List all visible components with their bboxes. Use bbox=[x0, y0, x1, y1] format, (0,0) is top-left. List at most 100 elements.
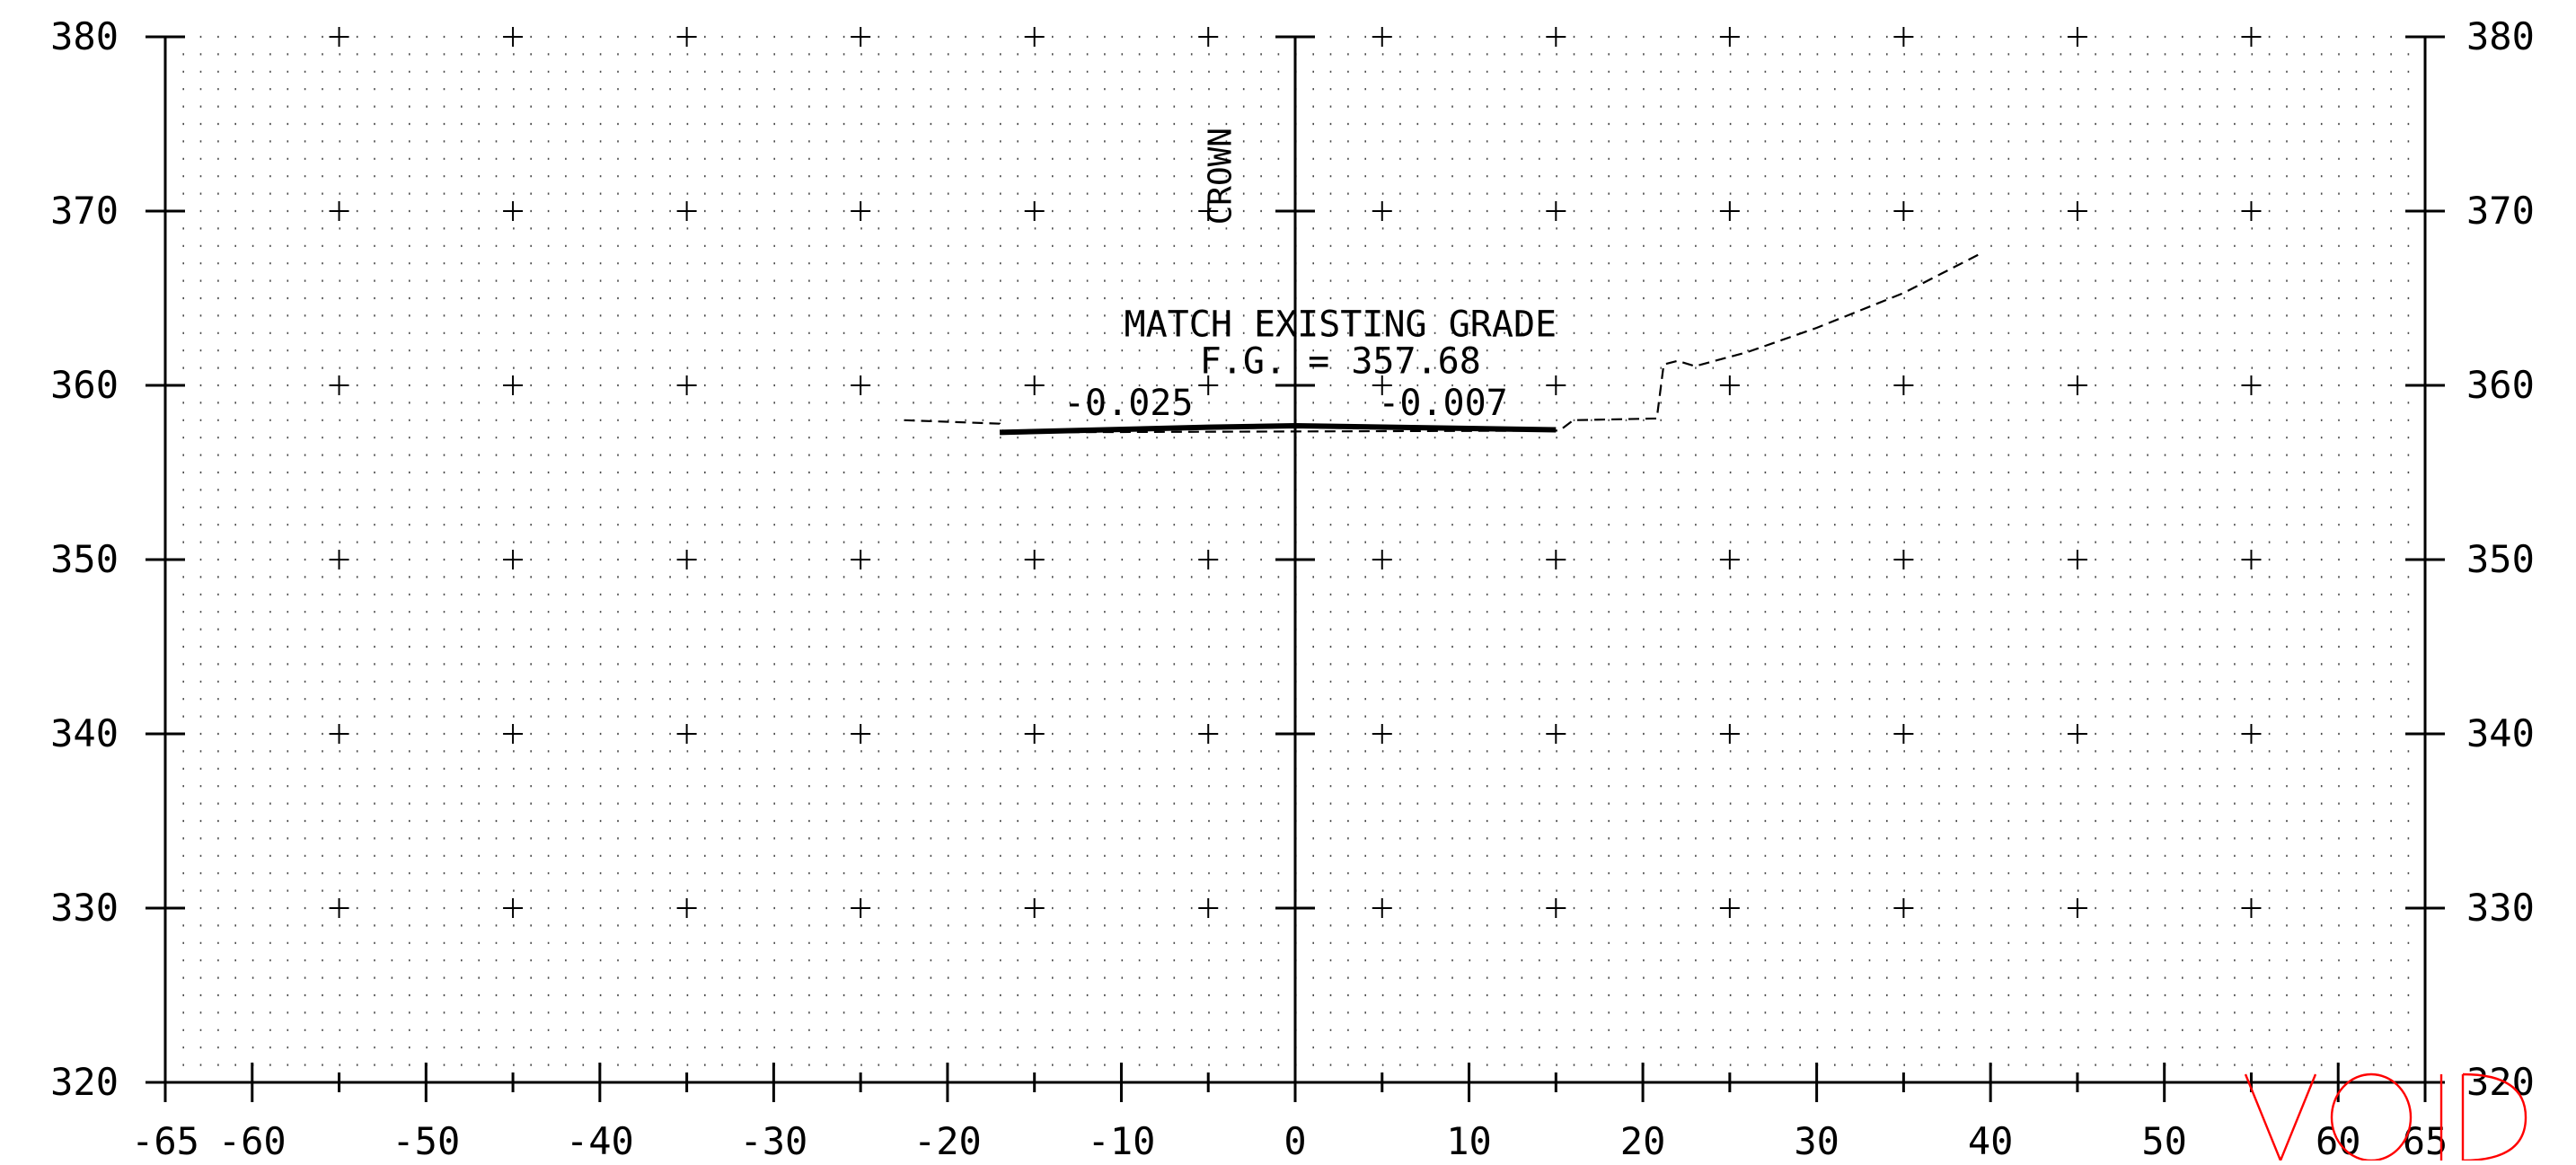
grid-crosshair bbox=[503, 724, 524, 744]
grid-crosshair bbox=[503, 27, 524, 47]
grid-crosshair bbox=[2067, 898, 2087, 918]
x-tick-label: 50 bbox=[2141, 1119, 2187, 1161]
grid-crosshair bbox=[1024, 550, 1045, 569]
grid-crosshair bbox=[851, 201, 871, 221]
void-letter-d bbox=[2461, 1072, 2527, 1162]
grid-crosshair bbox=[1893, 898, 1914, 918]
x-tick-label: 40 bbox=[1968, 1119, 2014, 1161]
y-tick-label-right: 370 bbox=[2466, 189, 2535, 233]
grid-crosshair bbox=[2067, 201, 2087, 221]
grid-crosshair bbox=[2067, 550, 2087, 569]
grid-crosshair bbox=[2241, 898, 2262, 918]
grid-crosshair bbox=[851, 27, 871, 47]
grid-crosshair bbox=[676, 27, 697, 47]
grid-crosshair bbox=[1024, 27, 1045, 47]
grid-crosshair bbox=[1546, 550, 1566, 569]
grid-crosshair bbox=[503, 201, 524, 221]
x-tick-label: -40 bbox=[566, 1119, 634, 1161]
grid-crosshair bbox=[1372, 201, 1392, 221]
grid-crosshair bbox=[851, 550, 871, 569]
grid-crosshair bbox=[851, 898, 871, 918]
grid-crosshair bbox=[1024, 898, 1045, 918]
grid-crosshair bbox=[2241, 724, 2262, 744]
y-tick-label-left: 320 bbox=[50, 1060, 119, 1104]
grid-crosshair bbox=[1546, 724, 1566, 744]
grid-crosshair bbox=[1198, 898, 1219, 918]
y-tick-label-left: 330 bbox=[50, 886, 119, 930]
grid-crosshair bbox=[1893, 201, 1914, 221]
grid-crosshair bbox=[1719, 375, 1740, 395]
grid-crosshair bbox=[2241, 550, 2262, 569]
grid-crosshair bbox=[329, 550, 349, 569]
grid-crosshair bbox=[1893, 375, 1914, 395]
grid-crosshair bbox=[1546, 201, 1566, 221]
grid-crosshair bbox=[1198, 724, 1219, 744]
grid-crosshair bbox=[1372, 724, 1392, 744]
grid-crosshair bbox=[1546, 27, 1566, 47]
grid-crosshair bbox=[2067, 724, 2087, 744]
x-axis-ticks: -65 -60 -50 -40 -30 -20 -10 0 10 20 30 40 50 60 65 bbox=[131, 1063, 2448, 1163]
y-tick-label-left: 360 bbox=[50, 363, 119, 407]
grid-crosshair bbox=[329, 27, 349, 47]
x-tick-label: -65 bbox=[131, 1119, 199, 1161]
x-tick-label: 20 bbox=[1620, 1119, 1666, 1161]
grid-crosshair bbox=[851, 375, 871, 395]
grid-crosshair bbox=[1198, 550, 1219, 569]
grid-crosshair bbox=[1198, 201, 1219, 221]
grid-crosshair bbox=[1024, 375, 1045, 395]
grid-crosshair bbox=[2067, 27, 2087, 47]
grid-crosshairs bbox=[329, 27, 2262, 918]
y-tick-label-left: 370 bbox=[50, 189, 119, 233]
y-tick-label-right: 330 bbox=[2466, 886, 2535, 930]
grid-crosshair bbox=[1546, 375, 1566, 395]
crown-label: CROWN bbox=[1203, 128, 1239, 225]
grid-crosshair bbox=[2241, 201, 2262, 221]
finished-grade-label: F.G. = 357.68 bbox=[1200, 340, 1481, 382]
grid-crosshair bbox=[503, 898, 524, 918]
left-slope-label: -0.025 bbox=[1063, 383, 1194, 424]
proposed-grade-series bbox=[999, 423, 1557, 436]
void-letter-v bbox=[2244, 1073, 2317, 1164]
grid-crosshair bbox=[2067, 375, 2087, 395]
x-tick-label: -60 bbox=[218, 1119, 287, 1161]
x-tick-label: 0 bbox=[1284, 1119, 1306, 1161]
grid-crosshair bbox=[329, 375, 349, 395]
grid-crosshair bbox=[1372, 898, 1392, 918]
y-tick-label-right: 340 bbox=[2466, 711, 2535, 755]
grid-crosshair bbox=[851, 724, 871, 744]
grid-crosshair bbox=[1719, 550, 1740, 569]
grid-crosshair bbox=[2241, 27, 2262, 47]
axes bbox=[163, 37, 2427, 1102]
x-tick-label: -30 bbox=[739, 1119, 807, 1161]
grid-crosshair bbox=[1719, 27, 1740, 47]
void-letter-o bbox=[2330, 1072, 2413, 1162]
grid-crosshair bbox=[676, 201, 697, 221]
grid-crosshair bbox=[329, 724, 349, 744]
grid-crosshair bbox=[503, 375, 524, 395]
y-tick-label-left: 340 bbox=[50, 711, 119, 755]
y-tick-label-right: 350 bbox=[2466, 537, 2535, 581]
grid-crosshair bbox=[676, 550, 697, 569]
grid-crosshair bbox=[503, 550, 524, 569]
x-tick-label: -50 bbox=[392, 1119, 460, 1161]
grid-crosshair bbox=[1893, 27, 1914, 47]
grid-crosshair bbox=[329, 898, 349, 918]
x-tick-label: -20 bbox=[913, 1119, 982, 1161]
y-tick-label-right: 320 bbox=[2466, 1060, 2535, 1104]
grid-crosshair bbox=[676, 724, 697, 744]
y-tick-label-right: 380 bbox=[2466, 14, 2535, 58]
y-tick-label-left: 350 bbox=[50, 537, 119, 581]
grid-crosshair bbox=[676, 375, 697, 395]
x-tick-label: -10 bbox=[1088, 1119, 1156, 1161]
grid-crosshair bbox=[1372, 550, 1392, 569]
grid-crosshair bbox=[1893, 724, 1914, 744]
grid-crosshair bbox=[1372, 375, 1392, 395]
proposed-grade-line bbox=[999, 423, 1557, 436]
grid-crosshair bbox=[1198, 375, 1219, 395]
right-slope-label: -0.007 bbox=[1378, 383, 1508, 424]
grid-crosshair bbox=[1024, 724, 1045, 744]
x-tick-label: 10 bbox=[1446, 1119, 1492, 1161]
grid-crosshair bbox=[1719, 201, 1740, 221]
